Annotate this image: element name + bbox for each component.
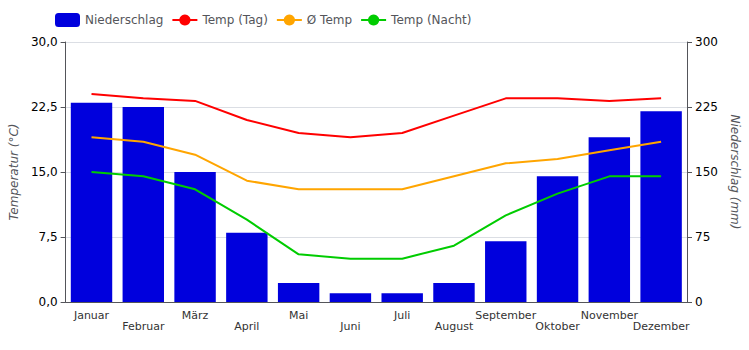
svg-text:Temp (Nacht): Temp (Nacht) [390, 13, 471, 27]
svg-text:225: 225 [695, 100, 718, 114]
svg-text:Mai: Mai [289, 309, 308, 322]
svg-text:Niederschlag (mm): Niederschlag (mm) [728, 115, 742, 230]
svg-text:75: 75 [695, 230, 710, 244]
svg-text:15,0: 15,0 [31, 165, 58, 179]
svg-text:Temp (Tag): Temp (Tag) [201, 13, 267, 27]
svg-text:Niederschlag: Niederschlag [85, 13, 163, 27]
svg-text:September: September [475, 309, 536, 322]
svg-text:300: 300 [695, 35, 718, 49]
svg-text:Temperatur (°C): Temperatur (°C) [7, 123, 21, 220]
svg-text:Oktober: Oktober [535, 320, 580, 333]
svg-text:150: 150 [695, 165, 718, 179]
svg-text:März: März [182, 309, 209, 322]
svg-text:Ø Temp: Ø Temp [307, 13, 352, 27]
svg-text:November: November [581, 309, 639, 322]
svg-text:Dezember: Dezember [633, 320, 690, 333]
svg-text:Januar: Januar [73, 309, 110, 322]
svg-text:August: August [435, 320, 474, 333]
svg-text:30,0: 30,0 [31, 35, 58, 49]
svg-text:April: April [234, 320, 259, 333]
svg-text:Juni: Juni [339, 320, 360, 333]
svg-text:Februar: Februar [122, 320, 165, 333]
svg-text:0,0: 0,0 [39, 295, 58, 309]
svg-text:7,5: 7,5 [39, 230, 58, 244]
svg-text:22,5: 22,5 [31, 100, 58, 114]
svg-text:0: 0 [695, 295, 703, 309]
svg-text:Juli: Juli [393, 309, 410, 322]
